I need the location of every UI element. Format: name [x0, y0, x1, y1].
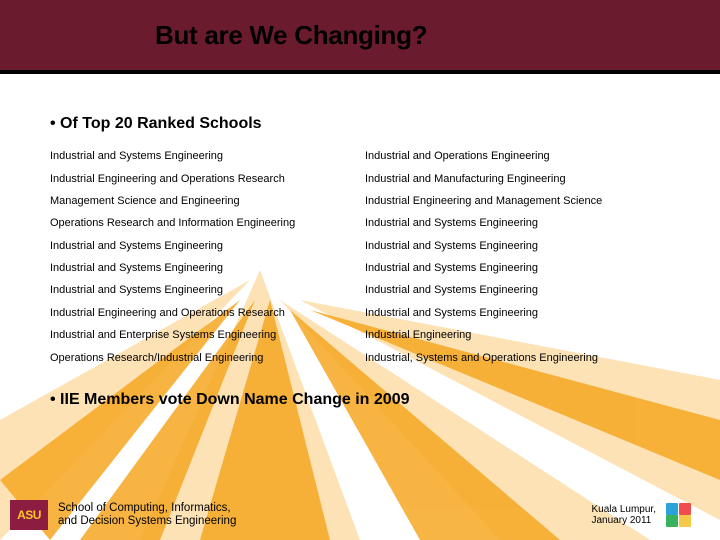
table-cell: Industrial Engineering: [365, 324, 680, 346]
table-cell: Industrial and Operations Engineering: [365, 145, 680, 167]
table-row: Industrial and Systems EngineeringIndust…: [50, 257, 680, 279]
heading-iie-vote: • IIE Members vote Down Name Change in 2…: [50, 391, 680, 409]
asu-logo: ASU: [10, 500, 48, 530]
location-line: Kuala Lumpur,: [592, 504, 657, 516]
table-cell: Operations Research and Information Engi…: [50, 212, 365, 234]
table-cell: Industrial and Manufacturing Engineering: [365, 167, 680, 189]
table-cell: Industrial and Enterprise Systems Engine…: [50, 324, 365, 346]
heading-top20: • Of Top 20 Ranked Schools: [50, 115, 680, 133]
table-cell: Operations Research/Industrial Engineeri…: [50, 346, 365, 368]
table-cell: Industrial and Systems Engineering: [365, 279, 680, 301]
table-row: Industrial Engineering and Operations Re…: [50, 167, 680, 189]
table-row: Industrial Engineering and Operations Re…: [50, 302, 680, 324]
table-cell: Industrial Engineering and Management Sc…: [365, 190, 680, 212]
school-name: School of Computing, Informatics, and De…: [58, 502, 236, 528]
table-cell: Industrial and Systems Engineering: [50, 145, 365, 167]
table-cell: Industrial and Systems Engineering: [365, 302, 680, 324]
slide-title: But are We Changing?: [0, 20, 427, 51]
table-cell: Industrial and Systems Engineering: [50, 279, 365, 301]
table-row: Industrial and Enterprise Systems Engine…: [50, 324, 680, 346]
table-row: Industrial and Systems EngineeringIndust…: [50, 145, 680, 167]
content-area: • Of Top 20 Ranked Schools Industrial an…: [50, 115, 680, 409]
table-cell: Management Science and Engineering: [50, 190, 365, 212]
logo-block: [666, 515, 678, 527]
school-line-1: School of Computing, Informatics,: [58, 502, 236, 515]
table-cell: Industrial and Systems Engineering: [365, 212, 680, 234]
schools-table: Industrial and Systems EngineeringIndust…: [50, 145, 680, 369]
table-cell: Industrial and Systems Engineering: [365, 235, 680, 257]
table-cell: Industrial and Systems Engineering: [50, 235, 365, 257]
table-row: Industrial and Systems EngineeringIndust…: [50, 279, 680, 301]
logo-block: [679, 503, 691, 515]
table-cell: Industrial Engineering and Operations Re…: [50, 167, 365, 189]
school-line-2: and Decision Systems Engineering: [58, 515, 236, 528]
table-row: Operations Research/Industrial Engineeri…: [50, 346, 680, 368]
table-row: Management Science and EngineeringIndust…: [50, 190, 680, 212]
table-cell: Industrial and Systems Engineering: [365, 257, 680, 279]
location-date: Kuala Lumpur, January 2011: [592, 504, 657, 527]
footer: ASU School of Computing, Informatics, an…: [0, 492, 720, 540]
partner-logo-icon: [666, 503, 704, 527]
logo-block: [666, 503, 678, 515]
table-cell: Industrial, Systems and Operations Engin…: [365, 346, 680, 368]
table-cell: Industrial and Systems Engineering: [50, 257, 365, 279]
table-row: Industrial and Systems EngineeringIndust…: [50, 235, 680, 257]
logo-block: [679, 515, 691, 527]
table-row: Operations Research and Information Engi…: [50, 212, 680, 234]
table-cell: Industrial Engineering and Operations Re…: [50, 302, 365, 324]
title-band: But are We Changing?: [0, 0, 720, 74]
date-line: January 2011: [592, 515, 657, 527]
schools-table-body: Industrial and Systems EngineeringIndust…: [50, 145, 680, 369]
